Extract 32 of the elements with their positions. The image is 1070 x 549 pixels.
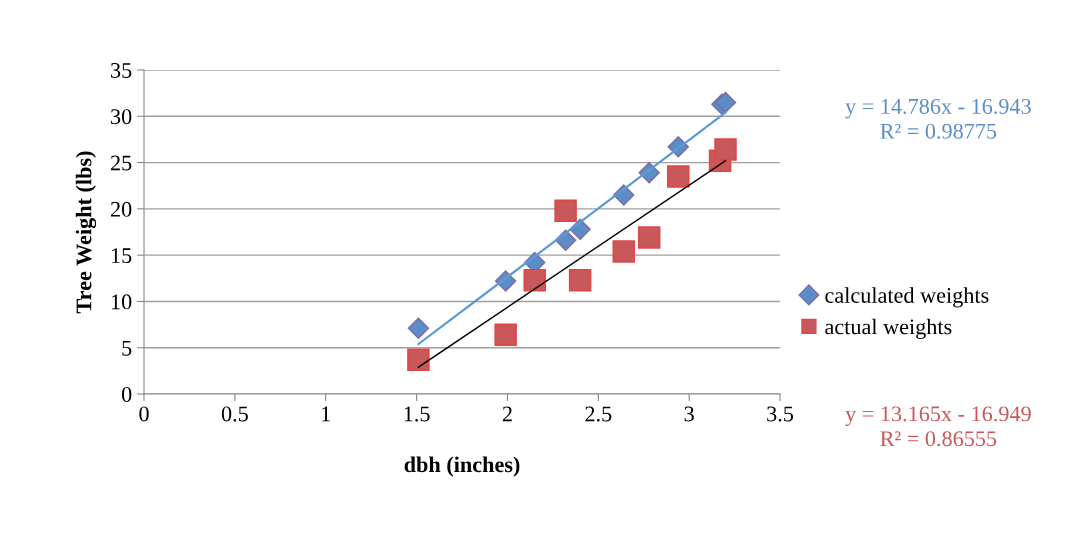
text: y = 13.165x - 16.949 R² = 0.86555: [845, 406, 1031, 447]
point: [554, 199, 577, 222]
point: [612, 240, 636, 263]
y-tick-label: 20: [110, 201, 132, 217]
y-tick-label: 30: [111, 109, 132, 125]
point: [568, 268, 592, 292]
y-tick-label: 15: [111, 248, 132, 264]
x-tick-label: 0: [139, 406, 149, 422]
point: [714, 138, 737, 161]
x-tick-label: 2.5: [585, 406, 612, 422]
point: [407, 348, 430, 372]
y-tick-label: 10: [111, 294, 132, 310]
y-tick-label: 25: [110, 155, 132, 171]
y-tick-label: 35: [111, 62, 132, 78]
x-axis-title: dbh (inches): [404, 456, 520, 477]
point: [523, 268, 546, 292]
y-axis-title: Tree Weight (lbs): [75, 151, 97, 314]
point: [407, 317, 430, 339]
y-tick-label: 0: [121, 386, 132, 402]
x-tick-label: 1: [322, 406, 330, 422]
point: [494, 323, 517, 347]
legend-label: calculated weights: [825, 287, 989, 308]
x-tick-label: 1.5: [404, 406, 430, 422]
point: [637, 226, 661, 249]
x-tick-label: 3: [684, 406, 694, 422]
x-tick-label: 2: [502, 406, 512, 422]
legend-label: actual weights: [825, 318, 952, 339]
y-tick-label: 5: [122, 340, 132, 356]
text: y = 14.786x - 16.943 R² = 0.98775: [845, 98, 1031, 139]
point: [667, 165, 690, 188]
x-tick-label: 0.5: [221, 406, 248, 422]
x-tick-label: 3.5: [767, 406, 794, 422]
